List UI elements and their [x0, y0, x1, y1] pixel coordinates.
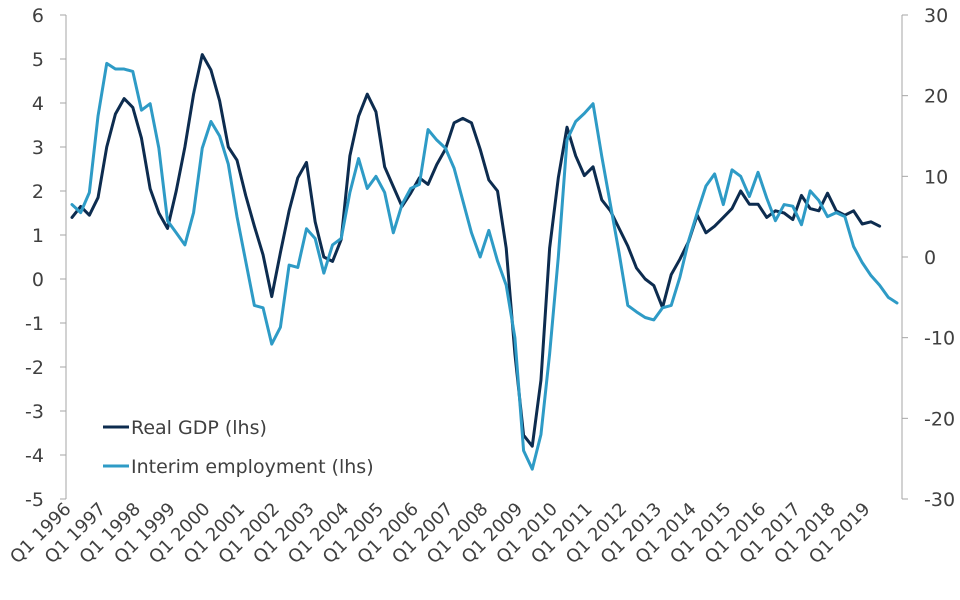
- right-y-tick-label: 20: [924, 86, 948, 108]
- left-y-axis: 6 5 4 3 2 1 0 -1 -2 -3 -4 -5: [25, 5, 66, 511]
- left-y-tick-label: 2: [32, 181, 44, 203]
- left-y-tick-label: 4: [32, 93, 44, 115]
- left-y-tick-label: 1: [32, 225, 44, 247]
- left-y-tick-label: -3: [25, 401, 44, 423]
- right-y-tick-label: -10: [924, 328, 955, 350]
- left-y-tick-label: 6: [32, 5, 44, 27]
- legend-label: Real GDP (lhs): [131, 417, 267, 439]
- left-y-tick-label: 5: [32, 49, 44, 71]
- right-y-tick-label: 10: [924, 166, 948, 188]
- left-y-tick-label: 0: [32, 269, 44, 291]
- left-y-tick-label: -1: [25, 313, 44, 335]
- legend-label: Interim employment (lhs): [131, 456, 374, 478]
- series-lines: [70, 53, 899, 471]
- left-y-tick-label: -2: [25, 357, 44, 379]
- legend: Real GDP (lhs) Interim employment (lhs): [103, 417, 374, 478]
- right-y-tick-label: 30: [924, 5, 948, 27]
- right-y-axis: 30 20 10 0 -10 -20 -30: [902, 5, 955, 511]
- left-y-tick-label: -4: [25, 445, 44, 467]
- series-line-interim-employment: [70, 61, 899, 471]
- right-y-tick-label: -30: [924, 489, 955, 511]
- left-y-tick-label: 3: [32, 137, 44, 159]
- left-y-tick-label: -5: [25, 489, 44, 511]
- right-y-tick-label: -20: [924, 408, 955, 430]
- series-line-real-gdp: [70, 53, 882, 448]
- right-y-tick-label: 0: [924, 247, 936, 269]
